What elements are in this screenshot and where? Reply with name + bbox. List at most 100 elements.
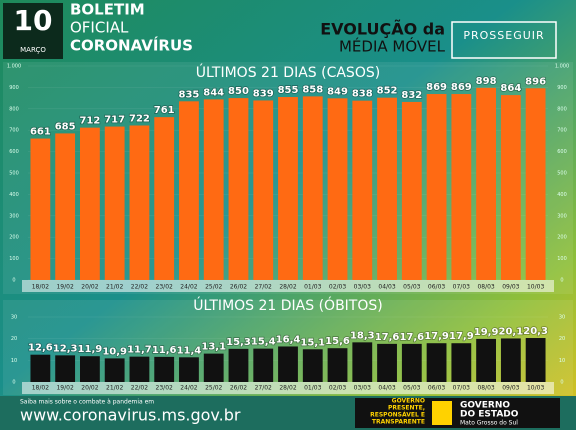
date-strip xyxy=(22,280,554,292)
value-label: 717 xyxy=(104,115,125,126)
y-tick-label: 1.000 xyxy=(7,64,21,70)
bar xyxy=(228,348,249,382)
day: 10 xyxy=(14,4,53,37)
bar xyxy=(30,138,51,280)
x-tick-label: 19/02 xyxy=(56,284,73,291)
value-label: 869 xyxy=(451,82,472,93)
y-tick-label: 0 xyxy=(12,380,15,386)
value-label: 15,1 xyxy=(300,337,325,348)
value-label: 855 xyxy=(278,85,299,96)
motto: TRANSPARENTE xyxy=(372,419,425,426)
value-label: 838 xyxy=(352,89,373,100)
bar xyxy=(377,343,397,382)
x-tick-label: 10/03 xyxy=(527,284,544,291)
bar xyxy=(129,125,150,280)
x-tick-label: 05/03 xyxy=(403,385,420,392)
value-label: 15,3 xyxy=(226,337,251,348)
y-tick-label: 800 xyxy=(557,106,567,112)
value-label: 849 xyxy=(327,86,348,97)
y-tick-label: 0 xyxy=(560,278,563,284)
y-tick-label: 400 xyxy=(557,192,567,198)
value-label: 761 xyxy=(154,105,175,116)
x-tick-label: 24/02 xyxy=(180,284,197,291)
value-label: 832 xyxy=(401,90,422,101)
y-tick-label: 100 xyxy=(9,256,19,262)
value-label: 18,3 xyxy=(350,330,375,341)
x-tick-label: 10/03 xyxy=(527,385,544,392)
motto: RESPONSÁVEL E xyxy=(370,412,425,419)
value-label: 11,6 xyxy=(152,345,177,356)
x-tick-label: 03/03 xyxy=(354,284,371,291)
x-tick-label: 07/03 xyxy=(453,385,470,392)
coat-of-arms xyxy=(432,401,452,425)
y-tick-label: 0 xyxy=(560,380,563,386)
y-tick-label: 30 xyxy=(11,315,17,321)
value-label: 864 xyxy=(500,83,521,94)
y-tick-label: 200 xyxy=(9,235,19,241)
evolution: MÉDIA MÓVEL xyxy=(339,37,446,56)
title-line: BOLETIM xyxy=(70,1,145,19)
bar xyxy=(55,133,76,280)
bar xyxy=(302,96,323,280)
gov-name: GOVERNO xyxy=(460,401,510,411)
value-label: 661 xyxy=(30,127,51,138)
date-strip xyxy=(22,382,554,394)
y-tick-label: 20 xyxy=(559,336,565,342)
gov-box xyxy=(355,398,560,428)
value-label: 858 xyxy=(302,84,323,95)
y-tick-label: 300 xyxy=(557,213,567,219)
value-label: 20,1 xyxy=(499,326,524,337)
value-label: 835 xyxy=(179,89,200,100)
x-tick-label: 26/02 xyxy=(230,284,247,291)
chart-title: ÚLTIMOS 21 DIAS (CASOS) xyxy=(196,63,380,81)
bar xyxy=(278,346,298,382)
bar xyxy=(30,354,51,382)
bar xyxy=(253,348,274,382)
bar xyxy=(55,355,76,382)
value-label: 722 xyxy=(129,113,150,124)
y-tick-label: 700 xyxy=(9,128,19,134)
x-tick-label: 28/02 xyxy=(279,385,296,392)
y-tick-label: 400 xyxy=(9,192,19,198)
bar xyxy=(302,349,323,382)
bar xyxy=(327,98,348,281)
y-tick-label: 600 xyxy=(557,149,567,155)
value-label: 17,9 xyxy=(449,331,474,342)
x-tick-label: 04/03 xyxy=(378,284,395,291)
y-tick-label: 700 xyxy=(557,128,567,134)
bar xyxy=(352,100,373,280)
motto: GOVERNO xyxy=(392,398,425,405)
brand-box xyxy=(451,21,557,59)
gov-name: DO ESTADO xyxy=(460,410,519,420)
value-label: 20,3 xyxy=(523,326,548,337)
bar xyxy=(129,356,150,382)
y-tick-label: 20 xyxy=(11,336,17,342)
x-tick-label: 27/02 xyxy=(255,385,272,392)
x-tick-label: 03/03 xyxy=(354,385,371,392)
x-tick-label: 18/02 xyxy=(32,385,49,392)
evolution: EVOLUÇÃO da xyxy=(320,20,445,39)
bar xyxy=(426,343,447,382)
value-label: 869 xyxy=(426,82,447,93)
value-label: 19,9 xyxy=(474,327,499,338)
bar xyxy=(80,356,100,382)
value-label: 898 xyxy=(476,76,497,87)
x-tick-label: 21/02 xyxy=(106,284,123,291)
y-tick-label: 900 xyxy=(557,85,567,91)
bar xyxy=(426,94,447,280)
value-label: 11,9 xyxy=(78,344,103,355)
value-label: 12,6 xyxy=(28,343,53,354)
title-line: CORONAVÍRUS xyxy=(70,36,193,55)
value-label: 850 xyxy=(228,86,249,97)
bar xyxy=(451,94,472,280)
bar xyxy=(253,100,274,280)
bar xyxy=(476,87,496,280)
month: MARÇO xyxy=(20,46,46,54)
value-label: 17,9 xyxy=(424,331,449,342)
bar xyxy=(401,343,422,382)
bar xyxy=(525,338,546,382)
y-tick-label: 600 xyxy=(9,149,19,155)
value-label: 896 xyxy=(525,76,546,87)
chart-title: ÚLTIMOS 21 DIAS (ÓBITOS) xyxy=(193,296,382,314)
footer-info: Saiba mais sobre o combate à pandemia em xyxy=(20,399,154,406)
